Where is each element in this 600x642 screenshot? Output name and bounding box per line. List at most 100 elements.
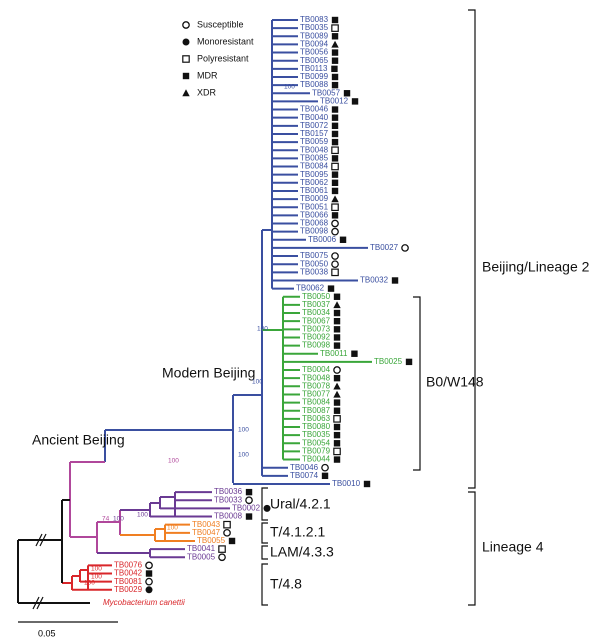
leaf-label: TB0076 [114,560,143,569]
legend-label: MDR [197,70,218,80]
leaf-label: TB0065 [300,56,329,65]
resistance-marker [331,260,339,269]
leaf-label: TB0009 [300,194,329,203]
leaf-label: TB0002 [232,504,261,513]
resistance-marker [333,334,341,341]
resistance-marker [245,496,253,505]
resistance-marker [333,456,341,463]
resistance-marker [333,374,341,382]
leaves: TB0083TB0035TB0089TB0094TB0056TB0065TB01… [72,15,413,594]
branch [97,492,176,557]
bracket-label: Ural/4.2.1 [270,496,331,512]
leaf-label: TB0036 [214,487,243,496]
resistance-marker [331,57,339,64]
bootstrap-value: 100 [167,525,178,532]
branch [17,499,90,604]
bracket [261,487,268,521]
marker-xdr [182,89,190,97]
bracket [261,563,268,606]
leaf-label: TB0025 [374,357,403,366]
resistance-marker [333,423,341,431]
resistance-marker [333,440,341,447]
tree-skeleton [17,229,283,610]
bootstrap-value: 100 [168,458,179,465]
resistance-marker [331,227,339,236]
bootstrap-value: 100 [137,512,148,519]
branch [62,566,89,590]
scale-label: 0.05 [38,628,56,638]
leaf-label: TB0027 [370,243,399,252]
resistance-marker [331,106,339,113]
resistance-marker [333,407,341,414]
leaf-label: TB0050 [302,292,331,301]
resistance-marker [363,480,371,488]
leaf-label: TB0057 [312,88,341,97]
leaf-label: TB0061 [300,186,329,195]
leaf-label: TB0006 [308,235,337,244]
leaf-label: TB0081 [114,577,143,586]
resistance-marker [331,65,338,73]
resistance-marker [218,553,226,562]
leaf-label: TB0037 [302,300,331,309]
leaf-label: TB0085 [300,153,329,162]
resistance-marker [331,24,339,32]
resistance-marker [333,326,341,333]
leaf-label: TB0048 [300,145,329,154]
legend-label: Monoresistant [197,36,254,46]
resistance-marker [145,561,153,570]
bracket [261,522,268,544]
resistance-marker [331,179,339,186]
resistance-marker [333,382,341,390]
branch [104,229,272,483]
resistance-marker [331,130,339,138]
brackets [261,9,476,606]
resistance-marker [333,293,341,300]
outgroup-label: Mycobacterium canettii [103,598,185,607]
leaf-label: TB0089 [300,31,329,40]
legend-label: Polyresistant [197,53,249,63]
resistance-marker [331,122,339,130]
resistance-marker [331,219,339,228]
resistance-marker [331,49,339,56]
leaf-label: TB0073 [302,324,331,333]
resistance-marker [331,155,339,162]
leaf-label: TB0044 [302,455,331,464]
leaf-label: TB0047 [192,528,221,537]
resistance-marker [333,415,341,423]
bootstrap-value: 100 [238,427,249,434]
leaf-label: TB0099 [300,72,329,81]
leaf-label: TB0041 [187,544,216,553]
resistance-marker [333,399,341,406]
resistance-marker [331,195,339,203]
resistance-marker [401,244,409,252]
resistance-marker [333,342,341,349]
leaf-label: TB0079 [302,447,331,456]
resistance-marker [331,16,339,24]
leaf-label: TB0067 [302,316,331,325]
leaf-label: TB0035 [302,430,331,439]
leaf-label: TB0038 [300,267,329,276]
leaf-label: TB0078 [302,381,331,390]
resistance-marker [331,73,339,81]
leaf-label: TB0084 [300,162,329,171]
leaf-label: TB0035 [300,23,329,32]
leaf-label: TB0157 [300,129,329,138]
leaf-label: TB0046 [300,105,329,114]
leaf-label: TB0094 [300,40,329,49]
leaf-label: TB0087 [302,406,331,415]
leaf-label: TB0062 [296,284,325,293]
bracket-label: Lineage 4 [482,539,544,555]
resistance-marker [331,162,339,171]
leaf-label: TB0043 [192,520,221,529]
resistance-marker [333,447,341,456]
leaf-label: TB0066 [300,210,329,219]
resistance-marker [331,171,339,178]
bracket-label: Beijing/Lineage 2 [482,259,590,275]
leaf-label: TB0092 [302,333,331,342]
leaf-label: TB0056 [300,48,329,57]
resistance-marker [331,33,339,40]
bracket [468,9,476,489]
bootstrap-value: 100 [257,326,268,333]
leaf-label: TB0068 [300,219,329,228]
leaf-label: TB0051 [300,202,329,211]
